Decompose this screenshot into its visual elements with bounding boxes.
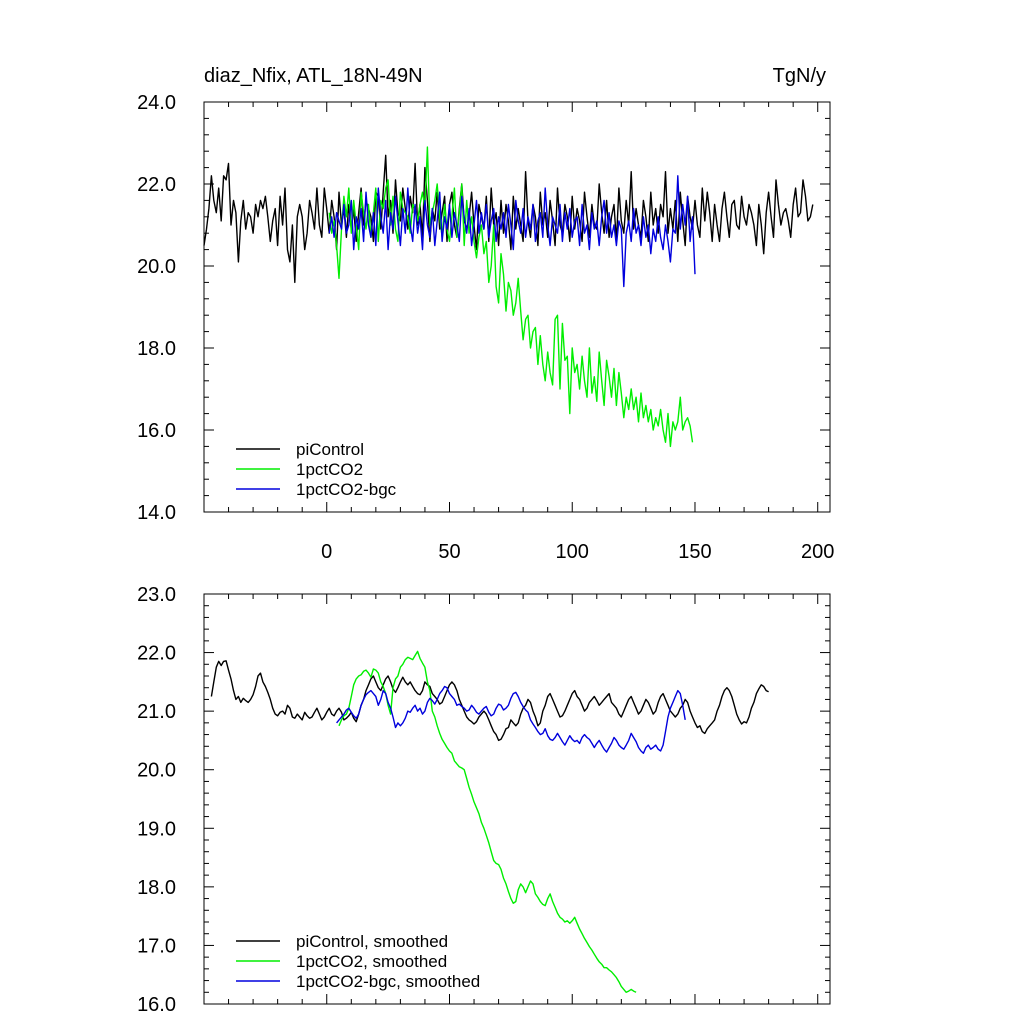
y-tick-label: 20.0 xyxy=(137,256,176,278)
y-tick-label: 22.0 xyxy=(137,643,176,665)
plot-frame xyxy=(203,101,831,513)
legend-label: piControl, smoothed xyxy=(296,932,448,951)
y-tick-label: 21.0 xyxy=(137,701,176,723)
units-label: TgN/y xyxy=(773,65,826,87)
legend-label: piControl xyxy=(296,440,364,459)
y-tick-label: 18.0 xyxy=(137,338,176,360)
x-tick-label: 200 xyxy=(801,541,834,563)
y-tick-label: 14.0 xyxy=(137,502,176,524)
series-line-picontrol xyxy=(203,154,814,284)
series-line-picontrol-smoothed xyxy=(210,660,769,742)
y-tick-label: 16.0 xyxy=(137,420,176,442)
y-tick-label: 17.0 xyxy=(137,935,176,957)
bottom-panel: 16.0 17.0 18.0 19.0 20.0 21.0 22.0 23.0 piContro… xyxy=(137,584,831,1016)
legend-label: 1pctCO2-bgc xyxy=(296,480,397,499)
y-tick-label: 16.0 xyxy=(137,994,176,1016)
series-line-1pctco2-smoothed xyxy=(338,650,637,993)
y-tick-label: 22.0 xyxy=(137,174,176,196)
x-tick-label: 0 xyxy=(321,541,332,563)
legend-label: 1pctCO2 xyxy=(296,460,363,479)
y-tick-label: 23.0 xyxy=(137,584,176,606)
x-tick-label: 100 xyxy=(556,541,589,563)
y-tick-label: 20.0 xyxy=(137,760,176,782)
series-line-1pctco2 xyxy=(328,146,694,448)
top-panel: 14.0 16.0 18.0 20.0 22.0 24.0 0 50 100 150 200 piCo… xyxy=(137,92,834,563)
y-tick-label: 18.0 xyxy=(137,877,176,899)
y-tick-label: 24.0 xyxy=(137,92,176,114)
chart-title: diaz_Nfix, ATL_18N-49N xyxy=(204,65,423,87)
legend-label: 1pctCO2, smoothed xyxy=(296,952,447,971)
x-tick-label: 150 xyxy=(678,541,711,563)
x-tick-label: 50 xyxy=(438,541,460,563)
y-tick-label: 19.0 xyxy=(137,818,176,840)
legend-label: 1pctCO2-bgc, smoothed xyxy=(296,972,480,991)
series-line-1pctco2-bgc-smoothed xyxy=(336,685,686,754)
plot-frame xyxy=(203,593,831,1005)
series-line-1pctco2-bgc xyxy=(328,175,696,288)
